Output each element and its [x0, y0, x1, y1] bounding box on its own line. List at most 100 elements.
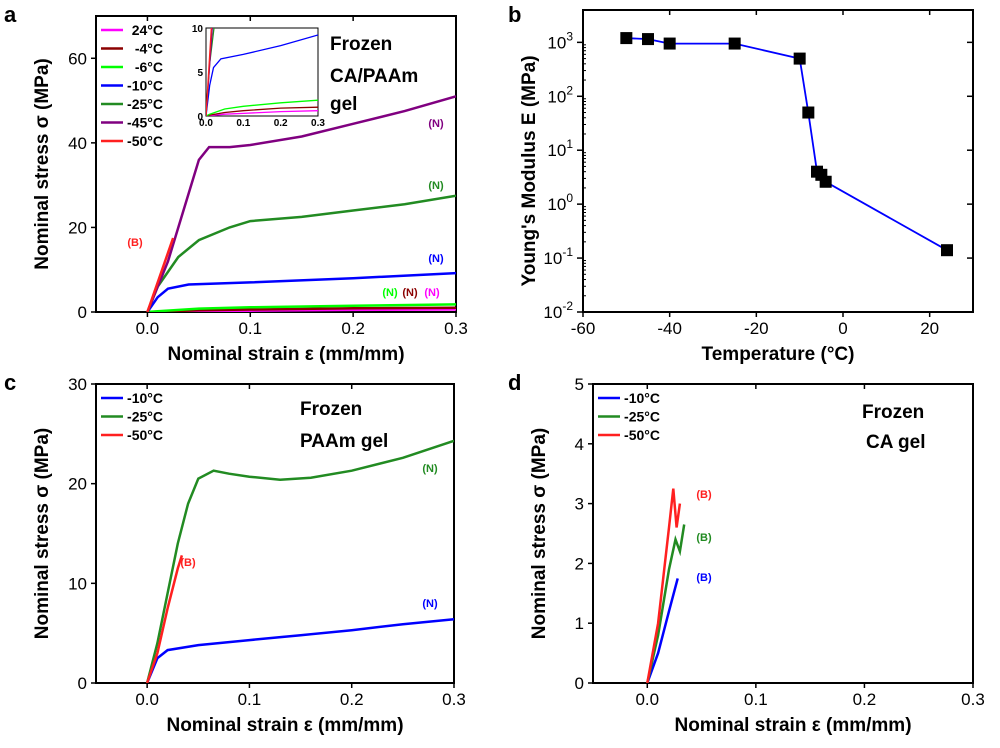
y-tick-label: 10-2 [543, 299, 573, 322]
legend-label: -4°C [135, 41, 163, 57]
series-end-label: (B) [127, 237, 143, 249]
y-tick-label: 10 [68, 574, 87, 593]
inset-series-line-2 [206, 99, 318, 116]
x-tick-label: 0.0 [135, 690, 159, 709]
inset-series-line-6 [206, 28, 212, 116]
series-line-0 [646, 578, 679, 683]
inset-frame [205, 27, 319, 117]
y-tick-label: 2 [575, 554, 584, 573]
x-tick-label: 0.0 [136, 319, 160, 338]
series-end-label: (N) [422, 463, 438, 475]
series-end-label: (N) [428, 253, 444, 265]
y-tick-label: 20 [68, 218, 87, 237]
inset: 0.0 0.1 0.2 0.3 0 5 10 [192, 24, 326, 129]
x-tick-label: 0.3 [444, 319, 468, 338]
x-tick-label: 0.3 [442, 690, 466, 709]
panel-letter: a [4, 2, 17, 27]
panel-letter: d [508, 370, 521, 395]
y-axis-title: Nominal stress σ (MPa) [32, 58, 53, 270]
series-line-1 [145, 439, 454, 683]
legend-label: -50°C [127, 133, 163, 149]
panel-c: c 0.0 0.1 0.2 0.3 0 10 20 30 Nominal strain ε (mm… [4, 370, 466, 736]
y-tick-label: 1 [575, 614, 584, 633]
x-tick-label: 0.0 [635, 690, 659, 709]
inset-x-tick-label: 0.0 [199, 118, 213, 129]
legend-label: -25°C [127, 409, 163, 425]
inset-series-line-3 [206, 34, 318, 116]
inset-x-tick-label: 0.2 [274, 118, 288, 129]
y-tick-label: 4 [575, 435, 584, 454]
series-end-label: (B) [696, 572, 712, 584]
series-end-label: (B) [696, 532, 712, 544]
series-end-label: (N) [422, 598, 438, 610]
x-tick-label: -60 [571, 319, 596, 338]
x-tick-label: 0.2 [341, 319, 365, 338]
y-tick-label: 103 [547, 29, 573, 52]
inset-y-tick-label: 0 [197, 112, 203, 123]
data-point [802, 106, 815, 119]
panel-d: d 0.0 0.1 0.2 0.3 0 1 2 3 4 5 Nominal strain ε (mm/… [508, 370, 985, 736]
panel-letter: b [508, 2, 521, 27]
x-tick-label: 0.1 [744, 690, 768, 709]
inset-x-tick-label: 0.3 [311, 118, 325, 129]
inset-series-line-4 [206, 28, 215, 116]
modulus-line [626, 37, 948, 251]
x-tick-label: 0.1 [238, 319, 262, 338]
inset-y-tick-label: 5 [197, 68, 203, 79]
data-point [642, 33, 654, 46]
x-tick-label: 0.2 [853, 690, 877, 709]
x-tick-label: 0.2 [340, 690, 364, 709]
x-axis-title: Nominal strain ε (mm/mm) [167, 344, 404, 365]
series-end-label: (N) [428, 118, 444, 130]
data-point [728, 37, 741, 50]
legend-label: -10°C [127, 390, 163, 406]
annotation-line: gel [330, 94, 357, 115]
y-tick-label: 10-1 [543, 245, 573, 268]
series-line-3 [146, 271, 456, 312]
x-tick-label: 0.1 [238, 690, 262, 709]
y-tick-label: 60 [68, 49, 87, 68]
series-line-5 [146, 95, 456, 312]
data-point [819, 175, 832, 188]
y-tick-label: 0 [78, 303, 87, 322]
annotation-line: PAAm gel [300, 431, 388, 452]
plot-frame [95, 383, 455, 684]
legend-label: -25°C [127, 96, 163, 112]
y-tick-label: 30 [68, 375, 87, 394]
legend-label: -10°C [127, 78, 163, 94]
series-end-label: (B) [696, 489, 712, 501]
annotation-line: Frozen [862, 402, 924, 423]
y-tick-label: 100 [547, 191, 573, 214]
panel-b: b -60 -40 -20 0 20 10-2 10-1 100 101 102 103 Tempera… [508, 2, 974, 365]
annotation-line: Frozen [300, 399, 362, 420]
data-point [663, 37, 676, 50]
series-end-label: (B) [180, 557, 196, 569]
plot-frame [592, 383, 974, 684]
y-tick-label: 101 [547, 137, 573, 160]
legend-label: 24°C [132, 22, 163, 38]
data-point [941, 244, 953, 257]
y-tick-label: 40 [68, 134, 87, 153]
data-point [620, 32, 633, 45]
series-end-label: (N) [428, 180, 444, 192]
series-line-1 [646, 524, 686, 683]
x-tick-label: -20 [744, 319, 769, 338]
series-end-label: (N) [382, 287, 398, 299]
series-line-4 [146, 194, 456, 312]
legend-label: -50°C [127, 427, 163, 443]
series-line-2 [646, 488, 682, 683]
x-axis-title: Nominal strain ε (mm/mm) [166, 715, 403, 736]
legend-label: -50°C [624, 427, 660, 443]
y-axis-title: Nominal stress σ (MPa) [529, 428, 550, 640]
y-tick-label: 5 [575, 375, 584, 394]
series-line-2 [147, 303, 456, 312]
plot-frame [582, 9, 974, 313]
y-tick-label: 102 [547, 83, 573, 106]
x-tick-label: -40 [657, 319, 682, 338]
annotation-line: CA gel [866, 432, 925, 453]
y-tick-label: 0 [575, 674, 584, 693]
x-tick-label: 20 [920, 319, 939, 338]
series-line-2 [145, 555, 184, 683]
series-end-label: (N) [424, 287, 440, 299]
